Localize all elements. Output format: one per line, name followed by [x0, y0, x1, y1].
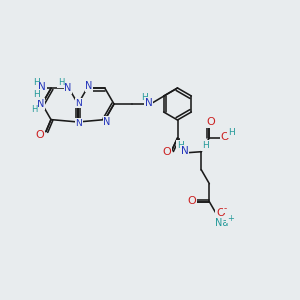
- Text: H: H: [58, 78, 64, 87]
- Text: N: N: [76, 118, 82, 127]
- Text: O: O: [216, 208, 225, 218]
- Text: -: -: [224, 204, 227, 213]
- Text: H: H: [33, 78, 40, 87]
- Text: N: N: [103, 117, 111, 127]
- Text: H: H: [31, 106, 37, 115]
- Text: H: H: [141, 94, 148, 103]
- Text: N: N: [85, 81, 93, 92]
- Text: N: N: [37, 99, 45, 109]
- Text: N: N: [181, 146, 188, 156]
- Text: N: N: [38, 82, 46, 92]
- Text: H: H: [202, 141, 208, 150]
- Text: H: H: [33, 90, 40, 99]
- Text: +: +: [227, 214, 234, 223]
- Text: O: O: [206, 117, 215, 127]
- Text: N: N: [64, 83, 72, 93]
- Text: Na: Na: [215, 218, 228, 228]
- Text: H: H: [228, 128, 234, 137]
- Text: N: N: [76, 98, 82, 107]
- Text: O: O: [35, 130, 44, 140]
- Text: O: O: [221, 132, 230, 142]
- Text: O: O: [187, 196, 196, 206]
- Text: N: N: [145, 98, 152, 108]
- Text: H: H: [177, 141, 184, 150]
- Text: O: O: [162, 147, 171, 157]
